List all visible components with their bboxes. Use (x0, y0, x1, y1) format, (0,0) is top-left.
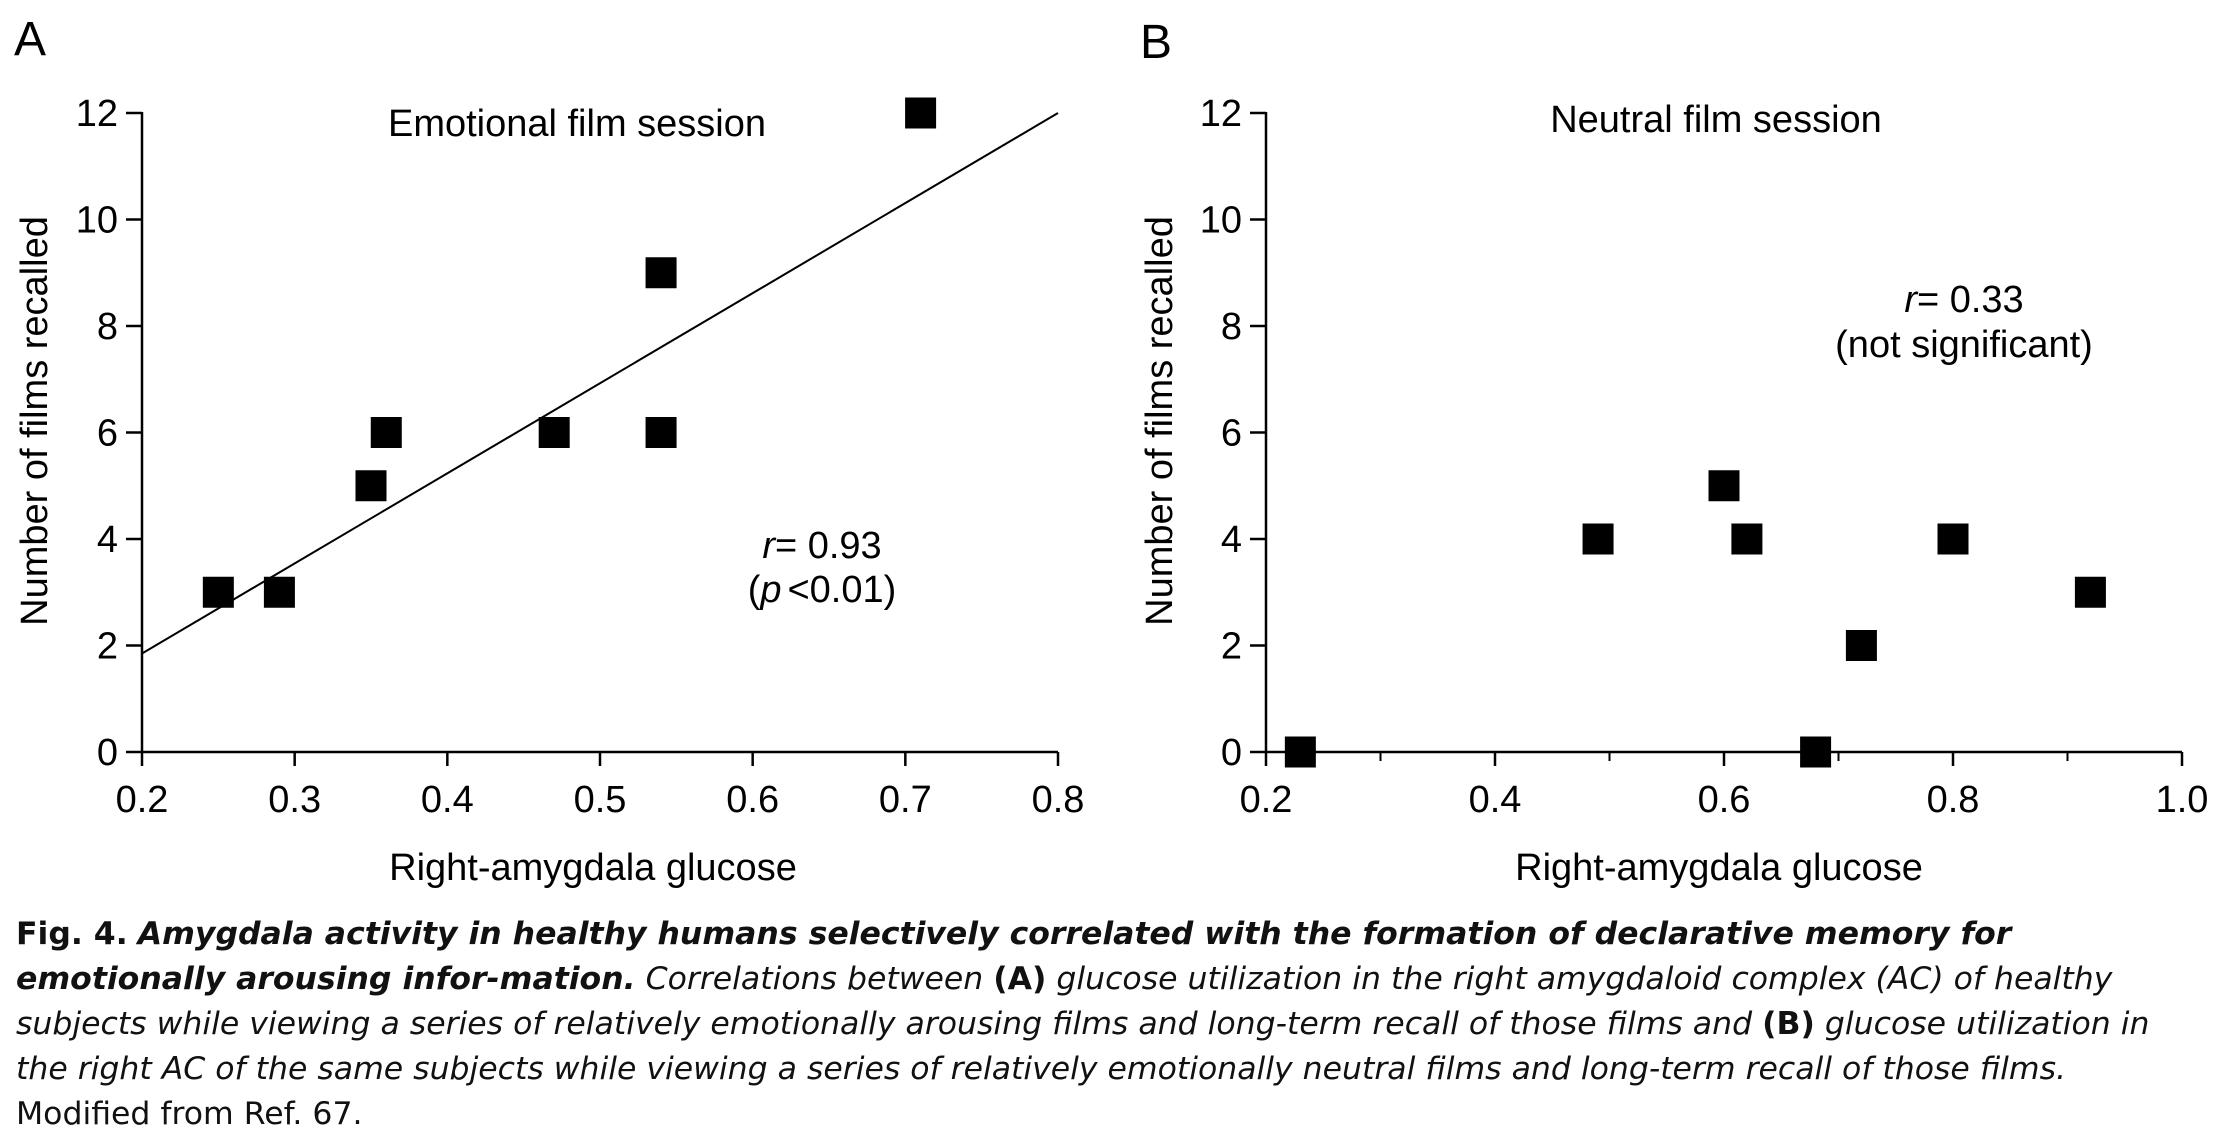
y-tick-label: 0 (1221, 732, 1242, 774)
data-point (1582, 523, 1614, 555)
data-point (355, 470, 387, 502)
data-point (370, 417, 402, 448)
data-point (1708, 470, 1740, 502)
x-tick-label: 0.8 (1032, 779, 1085, 821)
y-tick-label: 8 (1221, 306, 1242, 348)
y-tick-label: 4 (97, 519, 118, 561)
y-tick-label: 12 (76, 93, 118, 135)
panel-b-title: Neutral film session (1550, 99, 1882, 141)
panel-a-stat-p: (p <0.01) (748, 569, 897, 611)
data-point (263, 576, 295, 608)
y-tick-label: 6 (1221, 413, 1242, 455)
y-tick-label: 6 (97, 413, 118, 455)
caption-text-1: Correlations between (645, 961, 984, 997)
panel-a-stat-r: r= 0.93 (762, 525, 881, 567)
caption-title: Amygdala activity in healthy humans sele… (16, 916, 2012, 997)
y-tick-label: 10 (76, 200, 118, 242)
x-tick-label: 0.4 (421, 779, 474, 821)
y-axis-ticks: 0 2 4 6 8 10 12 (76, 93, 142, 774)
data-point (1284, 736, 1316, 768)
x-tick-label: 0.6 (1698, 779, 1751, 821)
x-tick-label: 0.2 (1240, 779, 1293, 821)
panel-b-stat-note: (not significant) (1835, 324, 2093, 366)
y-tick-label: 4 (1221, 519, 1242, 561)
panel-a-title: Emotional film session (388, 103, 766, 145)
data-points (202, 97, 937, 608)
data-points (1284, 470, 2106, 768)
x-tick-label: 0.4 (1469, 779, 1522, 821)
panel-b-stat-r: r= 0.33 (1904, 279, 2023, 321)
y-tick-label: 12 (1200, 93, 1242, 135)
y-axis-ticks: 0 2 4 6 8 10 12 (1200, 93, 1266, 774)
panel-a-x-axis-label: Right-amygdala glucose (389, 847, 797, 889)
panel-a-y-axis-label: Number of films recalled (14, 216, 56, 626)
x-tick-label: 0.3 (268, 779, 321, 821)
y-tick-label: 0 (97, 732, 118, 774)
caption-fig-label: Fig. 4. (16, 916, 128, 952)
y-tick-label: 2 (97, 626, 118, 668)
data-point (1937, 523, 1969, 555)
data-point (1800, 736, 1832, 768)
caption-label-b: (B) (1762, 1006, 1815, 1042)
x-tick-label: 0.8 (1927, 779, 1980, 821)
y-tick-label: 10 (1200, 200, 1242, 242)
panel-b-x-axis-label: Right-amygdala glucose (1515, 847, 1923, 889)
data-point (905, 97, 937, 129)
x-tick-label: 1.0 (2156, 779, 2209, 821)
x-tick-label: 0.2 (116, 779, 169, 821)
caption-label-a: (A) (993, 961, 1047, 997)
x-tick-label: 0.5 (574, 779, 627, 821)
data-point (645, 257, 677, 289)
caption-text-3: glucose utilization in the right AC of t… (16, 1006, 2150, 1087)
panel-b-y-axis-label: Number of films recalled (1139, 216, 1181, 626)
caption-source: Modified from Ref. 67. (16, 1096, 363, 1132)
panel-b-label: B (1140, 16, 1172, 69)
x-axis-ticks: 0.2 0.4 0.6 0.8 1.0 (1240, 752, 2209, 821)
regression-line (141, 112, 1059, 655)
data-point (2074, 576, 2106, 608)
x-axis-ticks: 0.2 0.3 0.4 0.5 0.6 0.7 0.8 (116, 752, 1085, 821)
x-tick-label: 0.6 (726, 779, 779, 821)
x-tick-label: 0.7 (879, 779, 932, 821)
data-point (645, 417, 677, 448)
data-point (1845, 630, 1877, 661)
panel-a-label: A (14, 13, 46, 66)
data-point (202, 576, 234, 608)
caption-text-2: glucose utilization in the right amygdal… (16, 961, 2113, 1042)
data-point (1731, 523, 1763, 555)
y-tick-label: 2 (1221, 626, 1242, 668)
figure-caption: Fig. 4. Amygdala activity in healthy hum… (16, 912, 2206, 1137)
y-tick-label: 8 (97, 306, 118, 348)
data-point (538, 417, 570, 448)
